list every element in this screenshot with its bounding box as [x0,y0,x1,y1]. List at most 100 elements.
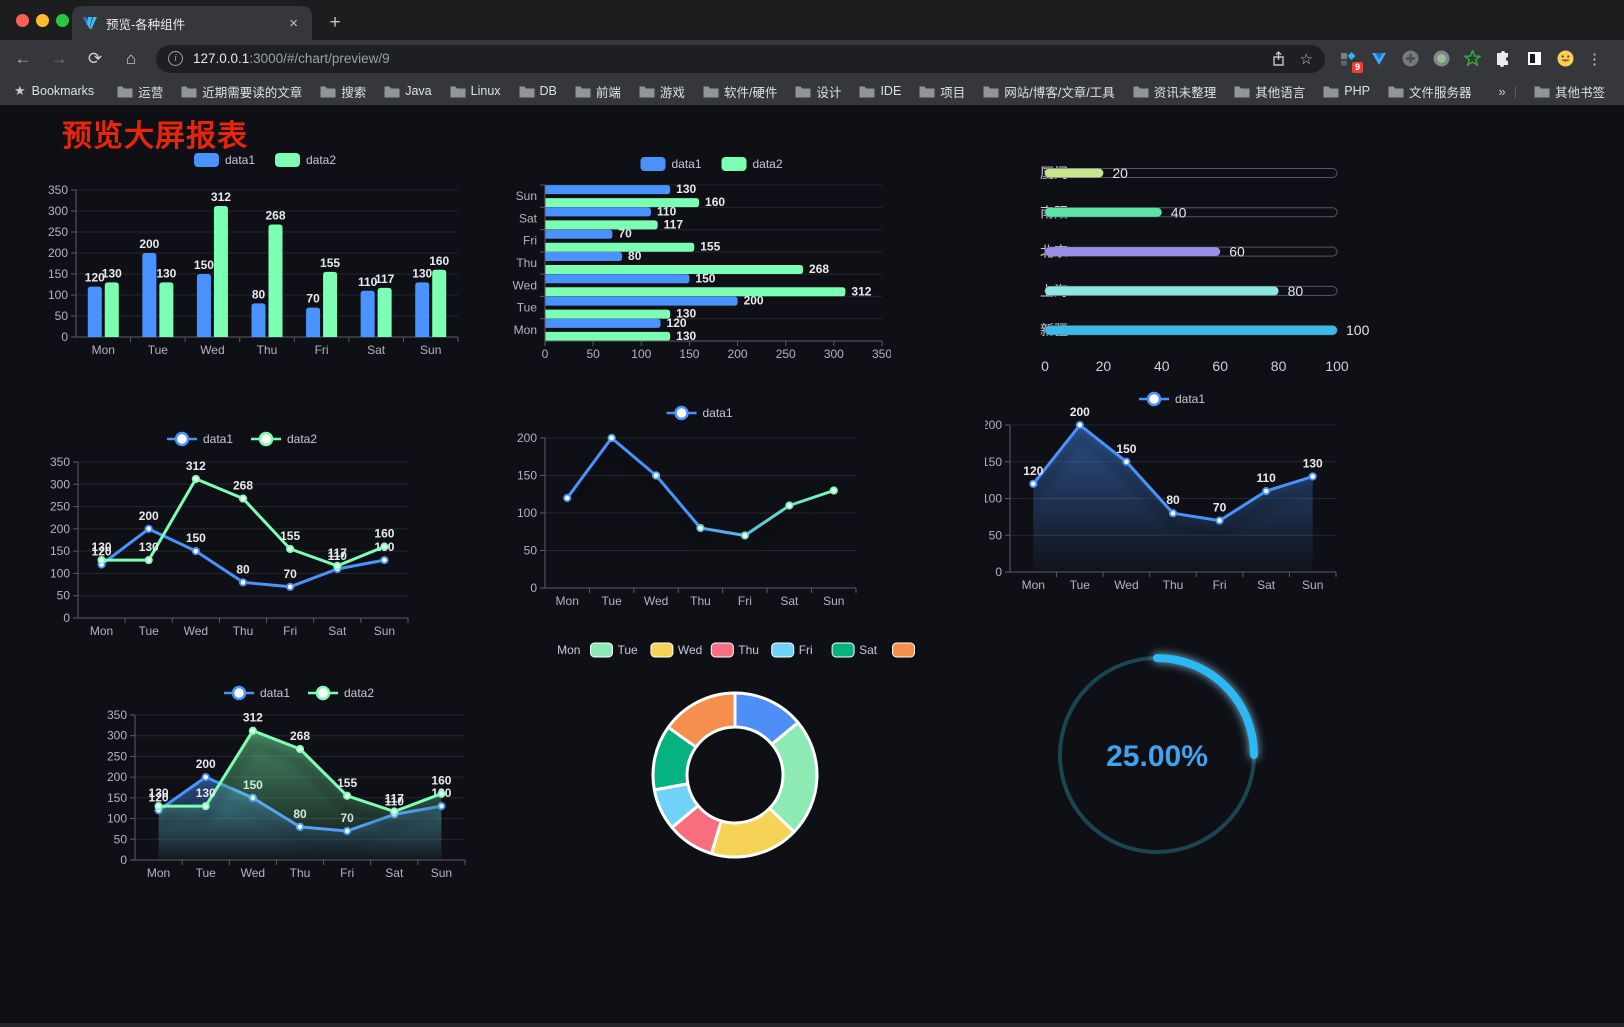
bookmark-item[interactable]: DB [519,84,557,98]
svg-text:70: 70 [618,227,632,241]
bookmark-item[interactable]: 资讯未整理 [1133,82,1216,101]
svg-text:300: 300 [824,347,844,361]
tab-strip: 预览-各种组件 × + [0,0,1624,40]
bookmark-item[interactable]: PHP [1323,84,1370,98]
bookmark-item[interactable]: 文件服务器 [1388,82,1471,101]
minimize-window-button[interactable] [36,14,49,27]
bookmarks-star-icon[interactable]: ★ [14,83,26,98]
bookmark-item[interactable]: 项目 [919,82,965,101]
maximize-window-button[interactable] [56,14,69,27]
svg-text:120: 120 [149,790,169,804]
svg-text:250: 250 [48,225,68,239]
site-favicon-icon [83,17,97,29]
chart-gauge-progress[interactable]: 25.00% [1040,635,1275,875]
home-icon[interactable]: ⌂ [125,48,137,68]
svg-text:Fri: Fri [738,594,752,608]
bookmark-item[interactable]: IDE [859,84,901,98]
share-icon[interactable] [1271,50,1286,67]
svg-text:130: 130 [676,182,696,196]
svg-text:Sat: Sat [859,643,878,657]
svg-text:130: 130 [102,266,122,280]
svg-text:100: 100 [107,812,127,826]
svg-text:Mon: Mon [147,866,170,880]
svg-text:350: 350 [48,183,68,197]
svg-text:data1: data1 [203,432,233,446]
bookmark-item[interactable]: 游戏 [639,82,685,101]
chart-city-progress-bars[interactable]: 厦门20南阳40北京60上海80新疆100020406080100 [1000,153,1380,383]
bookmark-item[interactable]: Java [384,84,432,98]
gray-circle-extension-icon[interactable] [1401,50,1419,68]
vue-devtools-extension-icon[interactable] [1370,50,1388,68]
svg-text:312: 312 [211,190,231,204]
chart-line-two-series[interactable]: data1 data2 0 50 100 150 200 250 300 350 Mon Tue Wed… [48,423,463,638]
tab-close-icon[interactable]: × [289,14,298,32]
bookmarks-overflow-icon[interactable]: » [1498,83,1506,99]
svg-text:data1: data1 [260,686,290,700]
svg-text:0: 0 [530,581,537,595]
pinned-grid-extension-icon[interactable]: 9 [1339,50,1363,73]
svg-text:Thu: Thu [1163,578,1184,592]
other-bookmarks-folder[interactable]: 其他书签 [1534,82,1605,101]
close-window-button[interactable] [16,14,29,27]
back-icon[interactable]: ← [14,48,32,68]
svg-text:Thu: Thu [738,643,759,657]
browser-tab[interactable]: 预览-各种组件 × [72,6,312,40]
emoji-extension-icon[interactable] [1556,50,1574,68]
svg-text:Wed: Wed [1114,578,1138,592]
svg-text:80: 80 [1271,358,1287,374]
forward-icon[interactable]: → [50,48,68,68]
page-content: 预览大屏报表 data1 data2 0 50 100 150 200 250 300 350 Mo… [0,105,1624,1023]
svg-text:100: 100 [50,566,70,580]
green-star-extension-icon[interactable] [1463,50,1481,68]
bookmark-item[interactable]: 近期需要读的文章 [181,82,302,101]
svg-text:250: 250 [107,749,127,763]
svg-text:Mon: Mon [514,323,537,337]
svg-text:268: 268 [233,479,253,493]
svg-text:350: 350 [107,708,127,722]
svg-text:Sun: Sun [1302,578,1323,592]
svg-text:Fri: Fri [799,643,813,657]
svg-text:Wed: Wed [184,624,208,635]
svg-text:150: 150 [1116,442,1136,456]
svg-text:150: 150 [695,271,715,285]
bookmarks-label[interactable]: Bookmarks [31,84,95,98]
chart-area-line[interactable]: data1 0 50 100 150 200 Mon Tue Wed Thu Fri Sat Sun 12… [982,388,1400,596]
new-tab-button[interactable]: + [329,12,341,33]
bookmark-item[interactable]: 搜索 [320,82,366,101]
contrast-square-extension-icon[interactable] [1525,50,1543,68]
svg-text:Mon: Mon [1022,578,1045,592]
bookmark-item[interactable]: 网站/博客/文章/工具 [983,82,1115,101]
svg-text:Tue: Tue [1070,578,1091,592]
svg-text:150: 150 [50,544,70,558]
svg-text:130: 130 [92,540,112,554]
chart-horizontal-bar[interactable]: data1 data2 0 50 100 150 200 250 300 350 Mon 120 130… [503,150,892,362]
bookmark-item[interactable]: Linux [450,84,501,98]
bookmark-item[interactable]: 运营 [117,82,163,101]
green-dot-extension-icon[interactable] [1432,50,1450,68]
bookmark-item[interactable]: 设计 [795,82,841,101]
address-bar[interactable]: i 127.0.0.1:3000/#/chart/preview/9 ☆ [156,44,1325,73]
puzzle-extensions-icon[interactable] [1494,50,1512,68]
svg-text:data1: data1 [1175,392,1205,406]
bookmark-item[interactable]: 软件/硬件 [703,82,777,101]
svg-text:150: 150 [517,469,537,483]
svg-text:50: 50 [524,544,538,558]
reload-icon[interactable]: ⟳ [87,48,103,68]
svg-text:Sat: Sat [385,866,404,880]
svg-text:data2: data2 [753,157,783,171]
bookmarks-right-group: » | 其他书签 [1490,82,1614,101]
svg-text:50: 50 [989,528,1003,542]
chart-grouped-bar[interactable]: data1 data2 0 50 100 150 200 250 300 350 Mon 120 130… [40,148,470,363]
bookmark-item[interactable]: 其他语言 [1234,82,1305,101]
bookmark-item[interactable]: 前端 [575,82,621,101]
browser-menu-icon[interactable]: ⋮ [1587,50,1602,68]
bookmark-star-icon[interactable]: ☆ [1299,50,1313,68]
chart-area-line-two-series[interactable]: data1 data2 0 50 100 150 200 250 300 350 Mon Tue Wed… [105,677,525,889]
chart-gradient-line[interactable]: data1 0 50 100 150 200 Mon Tue Wed Thu Fri Sat Sun [503,400,918,612]
page-info-icon[interactable]: i [168,51,183,66]
svg-text:Thu: Thu [690,594,711,608]
svg-text:160: 160 [431,774,451,788]
svg-text:130: 130 [412,266,432,280]
